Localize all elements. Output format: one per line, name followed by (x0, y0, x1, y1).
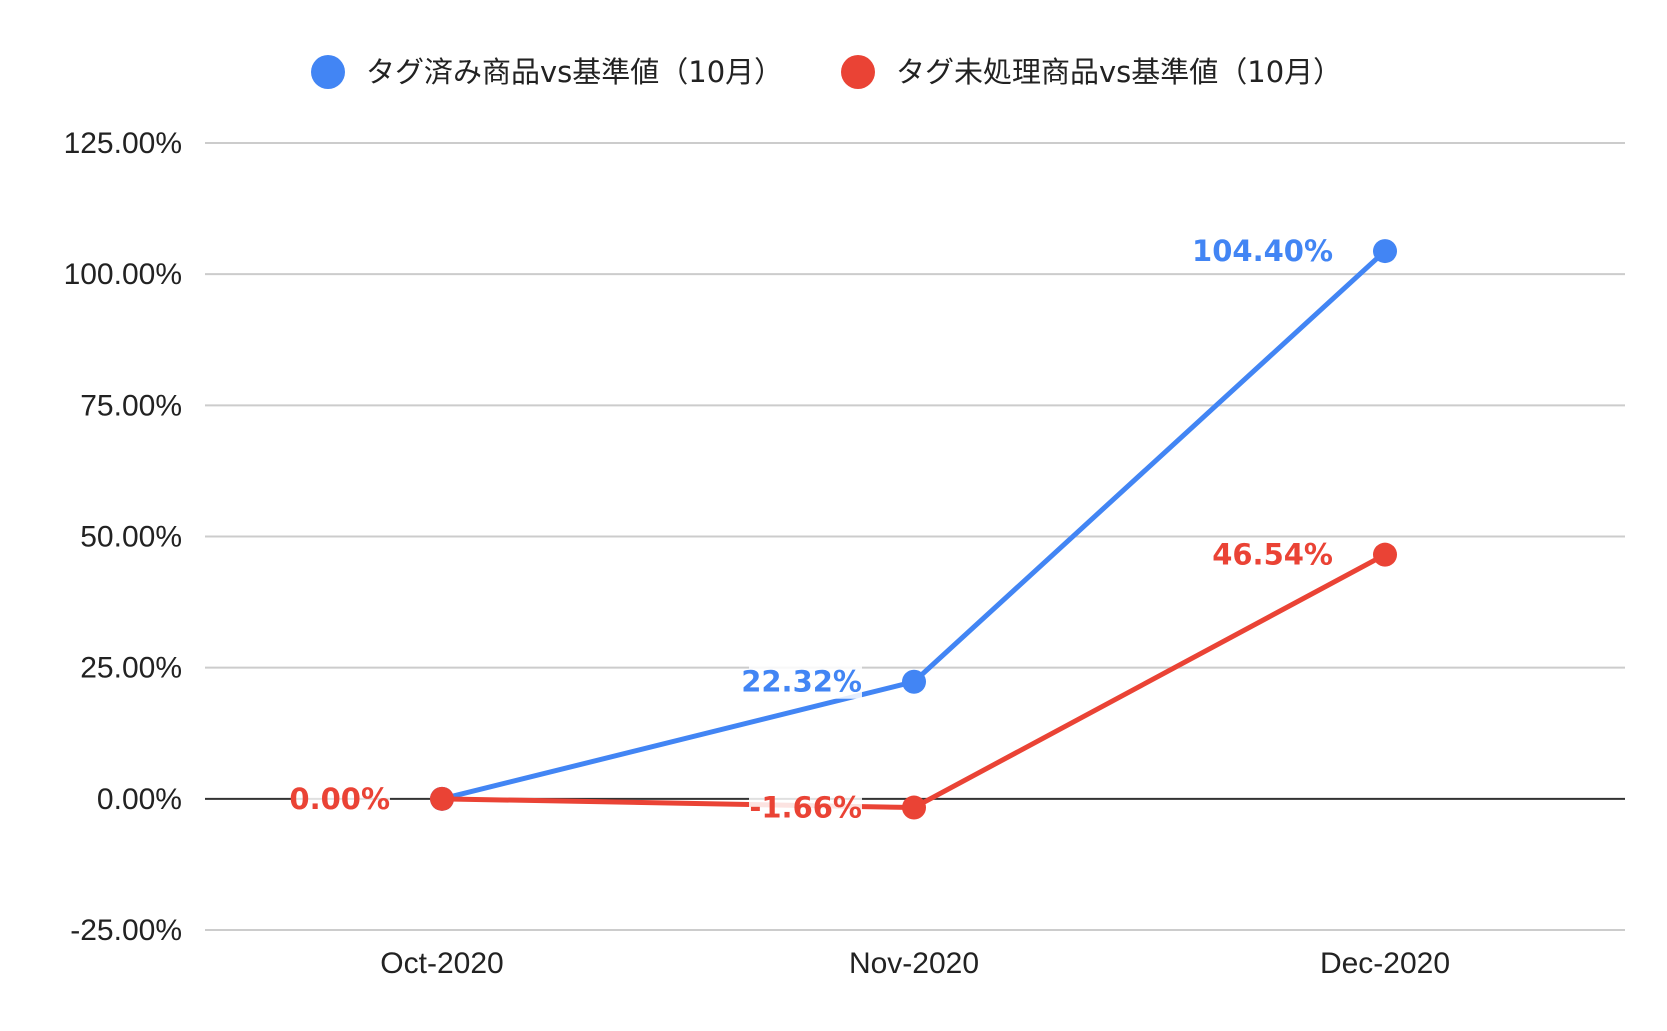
legend: タグ済み商品vs基準値（10月） タグ未処理商品vs基準値（10月） (311, 55, 1342, 89)
x-tick-label: Dec-2020 (1320, 947, 1450, 980)
data-label-background (749, 664, 862, 699)
data-point (902, 795, 926, 820)
data-label: 104.40% (1192, 234, 1333, 268)
data-label: 0.00% (289, 782, 390, 816)
data-labels: 22.32% 104.40% 0.00% -1.66% 46.54% (289, 234, 1333, 825)
legend-marker (311, 55, 345, 89)
data-label-background (294, 781, 390, 816)
series-lines (430, 239, 1397, 820)
legend-label: タグ未処理商品vs基準値（10月） (896, 55, 1342, 89)
y-tick-label: 0.00% (97, 783, 182, 816)
legend-marker (841, 55, 875, 89)
data-label: -1.66% (749, 791, 862, 825)
y-tick-label: 50.00% (80, 521, 182, 554)
axes: 125.00% 100.00% 75.00% 50.00% 25.00% 0.00% -25… (64, 127, 1450, 980)
data-label-background (1202, 234, 1333, 269)
y-tick-label: 75.00% (80, 389, 182, 422)
y-tick-label: 100.00% (64, 258, 182, 291)
y-tick-label: -25.00% (70, 914, 182, 947)
series-line-1 (439, 248, 1388, 802)
data-point (430, 786, 454, 811)
y-tick-label: 25.00% (80, 652, 182, 685)
data-point (1373, 239, 1397, 264)
data-label-background (1220, 537, 1333, 572)
x-tick-label: Oct-2020 (380, 947, 503, 980)
data-label: 46.54% (1212, 538, 1333, 572)
legend-label: タグ済み商品vs基準値（10月） (366, 55, 783, 89)
data-label: 22.32% (741, 665, 862, 699)
x-tick-label: Nov-2020 (849, 947, 979, 980)
data-point (902, 669, 926, 694)
data-point (1373, 542, 1397, 567)
y-tick-label: 125.00% (64, 127, 182, 160)
data-label-background (749, 790, 862, 825)
